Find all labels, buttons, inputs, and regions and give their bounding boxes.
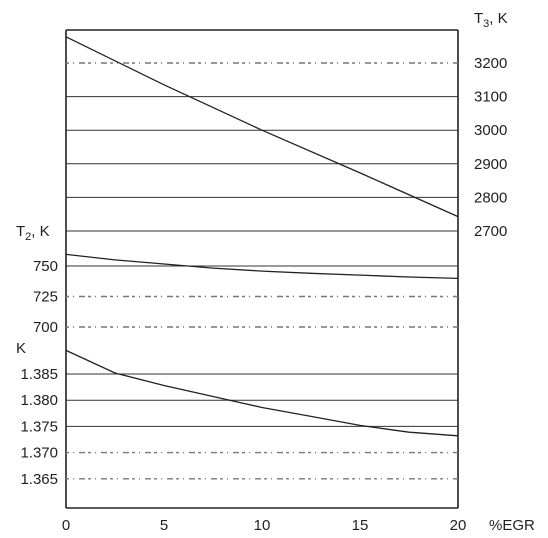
- T3-tick-label: 3000: [474, 122, 507, 139]
- T3-tick-label: 3100: [474, 89, 507, 106]
- T2-axis-label: T2, K: [16, 223, 50, 243]
- x-axis-label: %EGR: [489, 517, 535, 534]
- T2-tick-label: 750: [33, 258, 58, 275]
- K-tick-label: 1.385: [20, 366, 58, 383]
- x-tick-label: 5: [160, 517, 168, 534]
- K-tick-label: 1.380: [20, 392, 58, 409]
- x-tick-label: 20: [450, 517, 467, 534]
- K-tick-label: 1.375: [20, 418, 58, 435]
- T2-tick-label: 725: [33, 289, 58, 306]
- T3-tick-label: 3200: [474, 55, 507, 72]
- K-tick-label: 1.365: [20, 471, 58, 488]
- x-tick-label: 15: [352, 517, 369, 534]
- T3-tick-label: 2800: [474, 189, 507, 206]
- x-tick-label: 0: [62, 517, 70, 534]
- K-series-line: [65, 349, 459, 437]
- T3-axis-label: T3, K: [474, 10, 508, 30]
- T2-tick-label: 700: [33, 319, 58, 336]
- T3-tick-label: 2900: [474, 156, 507, 173]
- T3-tick-label: 2700: [474, 223, 507, 240]
- K-tick-label: 1.370: [20, 445, 58, 462]
- x-tick-label: 10: [254, 517, 271, 534]
- T2-series-line: [65, 253, 459, 280]
- T3-series-line: [65, 36, 459, 218]
- K-axis-label: K: [16, 340, 26, 357]
